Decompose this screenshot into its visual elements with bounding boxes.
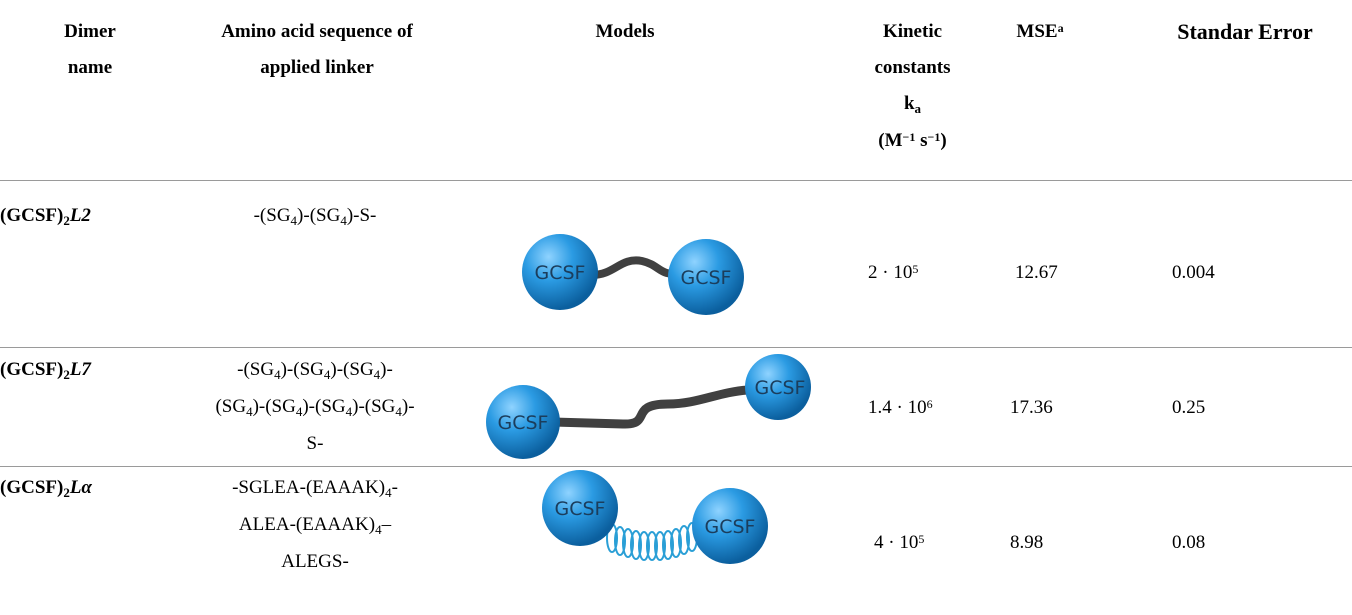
row3-right-label: GCSF bbox=[705, 516, 756, 538]
row2-right-label: GCSF bbox=[755, 377, 806, 399]
header-mse: MSEa bbox=[1016, 21, 1064, 42]
row2-right-sphere bbox=[745, 354, 811, 420]
row1-rule bbox=[0, 347, 1352, 348]
row1-sequence: -(SG4)-(SG4)-S- bbox=[253, 205, 377, 228]
row1-stderr: 0.004 bbox=[1172, 262, 1215, 283]
row3-mse: 8.98 bbox=[1010, 532, 1044, 553]
row1-left-label: GCSF bbox=[535, 262, 586, 284]
header-sequence-line1: Amino acid sequence of bbox=[221, 21, 413, 42]
header-kinetic-line1: Kinetic bbox=[882, 21, 943, 42]
row3-left-label: GCSF bbox=[555, 498, 606, 520]
header-kinetic: Kinetic constants ka (M−1 s−1) bbox=[850, 14, 975, 159]
row2-sequence: -(SG4)-(SG4)-(SG4)- (SG4)-(SG4)-(SG4)-(S… bbox=[215, 359, 415, 454]
header-kinetic-line2: constants bbox=[874, 57, 951, 78]
row1-right-label: GCSF bbox=[681, 267, 732, 289]
row3-dimer-name: (GCSF)2Lα bbox=[0, 477, 92, 500]
header-dimer-name: Dimer name bbox=[40, 14, 140, 86]
header-models: Models bbox=[595, 21, 655, 42]
row2-rule bbox=[0, 466, 1352, 467]
row1-mse: 12.67 bbox=[1015, 262, 1058, 283]
header-sequence-line2: applied linker bbox=[260, 57, 374, 78]
row3-right-sphere bbox=[692, 488, 768, 564]
row3-ka: 4 · 105 bbox=[874, 532, 925, 553]
header-standard-error: Standar Error bbox=[1177, 19, 1313, 44]
row2-left-sphere bbox=[486, 385, 560, 459]
row2-mse: 17.36 bbox=[1010, 397, 1053, 418]
row2-stderr: 0.25 bbox=[1172, 397, 1206, 418]
header-dimer-line2: name bbox=[67, 57, 113, 78]
row1-ka: 2 · 105 bbox=[868, 262, 919, 283]
row2-model-image: GCSF GCSF bbox=[486, 354, 811, 459]
row1-left-sphere bbox=[522, 234, 598, 310]
row3-model-image: GCSF GCSF bbox=[542, 470, 768, 564]
row1-model-image: GCSF GCSF bbox=[522, 234, 744, 315]
header-kinetic-units: (M−1 s−1) bbox=[878, 130, 947, 151]
row3-sequence: -SGLEA-(EAAAK)4- ALEA-(EAAAK)4– ALEGS- bbox=[232, 477, 398, 572]
row1-dimer-name: (GCSF)2L2 bbox=[0, 205, 91, 228]
row2-dimer-name: (GCSF)2L7 bbox=[0, 359, 91, 382]
header-sequence: Amino acid sequence of applied linker bbox=[172, 14, 462, 86]
row3-stderr: 0.08 bbox=[1172, 532, 1206, 553]
row2-linker bbox=[548, 385, 753, 429]
row1-right-sphere bbox=[668, 239, 744, 315]
row2-left-label: GCSF bbox=[498, 412, 549, 434]
row2-ka: 1.4 · 106 bbox=[868, 397, 933, 418]
header-dimer-line1: Dimer bbox=[64, 21, 116, 42]
header-kinetic-ka: ka bbox=[903, 93, 922, 116]
header-rule bbox=[0, 180, 1352, 181]
row1-linker bbox=[588, 256, 684, 279]
row3-helix-linker bbox=[606, 522, 698, 561]
row3-left-sphere bbox=[542, 470, 618, 546]
